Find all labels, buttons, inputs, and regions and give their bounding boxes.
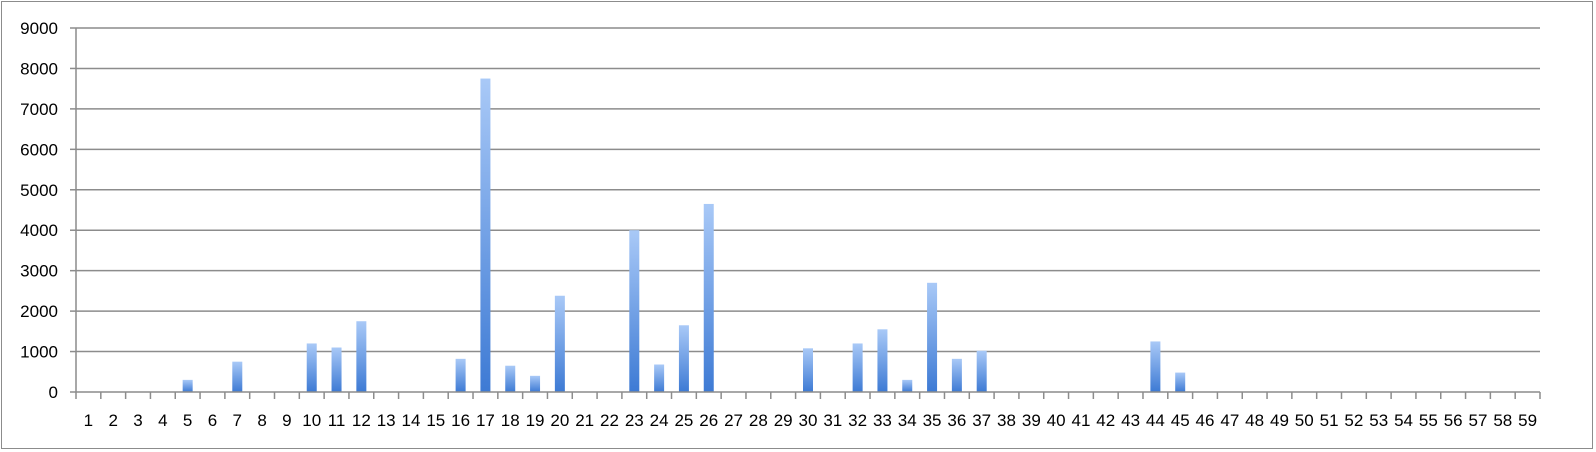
bar bbox=[554, 295, 565, 392]
x-tick-label: 40 bbox=[1047, 411, 1066, 430]
bar bbox=[976, 350, 987, 392]
x-tick-label: 7 bbox=[233, 411, 242, 430]
x-tick-label: 44 bbox=[1146, 411, 1165, 430]
x-tick-label: 20 bbox=[550, 411, 569, 430]
y-tick-label: 6000 bbox=[20, 140, 58, 159]
x-tick-label: 34 bbox=[898, 411, 917, 430]
y-tick-labels: 0 1000 2000 3000 4000 5000 6000 7000 8000 9000 bbox=[20, 19, 58, 402]
x-tick-label: 25 bbox=[674, 411, 693, 430]
x-tick-label: 17 bbox=[476, 411, 495, 430]
x-tick-label: 38 bbox=[997, 411, 1016, 430]
y-tick-label: 1000 bbox=[20, 343, 58, 362]
y-tick-label: 8000 bbox=[20, 59, 58, 78]
x-tick-label: 26 bbox=[699, 411, 718, 430]
x-tick-label: 37 bbox=[972, 411, 991, 430]
x-tick-label: 48 bbox=[1245, 411, 1264, 430]
x-tick-label: 14 bbox=[402, 411, 421, 430]
x-tick-label: 39 bbox=[1022, 411, 1041, 430]
x-tick-label: 11 bbox=[328, 411, 346, 430]
bar bbox=[902, 379, 913, 392]
x-tick-label: 35 bbox=[923, 411, 942, 430]
y-tick-label: 5000 bbox=[20, 181, 58, 200]
bar bbox=[455, 358, 466, 392]
gridlines bbox=[70, 27, 1540, 393]
x-tick-label: 30 bbox=[799, 411, 818, 430]
bar bbox=[951, 358, 962, 392]
x-tick-label: 24 bbox=[650, 411, 669, 430]
x-tick-label: 50 bbox=[1295, 411, 1314, 430]
x-tick-label: 8 bbox=[257, 411, 266, 430]
x-tick-label: 4 bbox=[158, 411, 167, 430]
bar bbox=[927, 282, 938, 392]
bar bbox=[877, 329, 888, 392]
y-tick-label: 0 bbox=[49, 383, 58, 402]
x-tick-label: 13 bbox=[377, 411, 396, 430]
x-tick-label: 9 bbox=[282, 411, 291, 430]
x-tick-label: 53 bbox=[1369, 411, 1388, 430]
bar bbox=[1175, 372, 1186, 392]
bar bbox=[232, 361, 243, 392]
x-tick-label: 22 bbox=[600, 411, 619, 430]
bar bbox=[331, 347, 342, 392]
x-tick-label: 52 bbox=[1344, 411, 1363, 430]
bar bbox=[852, 343, 863, 392]
bar bbox=[703, 203, 714, 392]
axes bbox=[75, 28, 1541, 399]
x-tick-label: 18 bbox=[501, 411, 520, 430]
x-tick-label: 3 bbox=[133, 411, 142, 430]
x-tick-label: 43 bbox=[1121, 411, 1140, 430]
x-tick-label: 45 bbox=[1171, 411, 1190, 430]
x-tick-label: 32 bbox=[848, 411, 867, 430]
x-tick-label: 41 bbox=[1071, 411, 1090, 430]
x-tick-label: 10 bbox=[302, 411, 321, 430]
bar bbox=[1150, 341, 1161, 392]
x-tick-label: 59 bbox=[1518, 411, 1537, 430]
x-tick-label: 47 bbox=[1220, 411, 1239, 430]
y-tick-label: 7000 bbox=[20, 100, 58, 119]
bars bbox=[182, 78, 1186, 393]
x-tick-labels: 1 2 3 4 5 6 7 8 9 10 11 12 13 14 15 16 17 18 19 20 21 22 23 24 2… bbox=[84, 411, 1537, 430]
bar bbox=[356, 321, 367, 392]
x-tick-label: 21 bbox=[575, 411, 594, 430]
x-tick-label: 15 bbox=[426, 411, 445, 430]
bar bbox=[803, 348, 813, 392]
x-tick-label: 23 bbox=[625, 411, 644, 430]
x-tick-label: 56 bbox=[1444, 411, 1463, 430]
x-tick-label: 31 bbox=[823, 411, 842, 430]
x-tick-label: 57 bbox=[1469, 411, 1488, 430]
bar bbox=[480, 78, 491, 393]
x-tick-label: 51 bbox=[1320, 411, 1339, 430]
bar bbox=[530, 375, 541, 392]
x-tick-label: 42 bbox=[1096, 411, 1115, 430]
y-tick-label: 3000 bbox=[20, 262, 58, 281]
bar bbox=[654, 364, 665, 392]
x-tick-label: 54 bbox=[1394, 411, 1413, 430]
x-tick-label: 55 bbox=[1419, 411, 1438, 430]
x-tick-label: 28 bbox=[749, 411, 768, 430]
x-tick-label: 19 bbox=[526, 411, 545, 430]
x-tick-label: 2 bbox=[108, 411, 117, 430]
bar bbox=[505, 365, 516, 392]
x-tick-label: 12 bbox=[352, 411, 371, 430]
x-tick-label: 49 bbox=[1270, 411, 1289, 430]
bar bbox=[629, 230, 640, 392]
y-tick-label: 4000 bbox=[20, 221, 58, 240]
x-tick-label: 16 bbox=[451, 411, 470, 430]
x-tick-label: 36 bbox=[947, 411, 966, 430]
y-tick-label: 9000 bbox=[20, 19, 58, 38]
x-tick-label: 29 bbox=[774, 411, 793, 430]
x-tick-label: 6 bbox=[208, 411, 217, 430]
y-tick-label: 2000 bbox=[20, 302, 58, 321]
x-tick-label: 33 bbox=[873, 411, 892, 430]
x-tick-label: 1 bbox=[84, 411, 93, 430]
x-tick-label: 5 bbox=[183, 411, 192, 430]
x-tick-label: 27 bbox=[724, 411, 743, 430]
bar bbox=[306, 343, 317, 392]
bar bbox=[182, 379, 193, 392]
bar bbox=[678, 325, 689, 392]
x-tick-label: 46 bbox=[1196, 411, 1215, 430]
x-tick-label: 58 bbox=[1493, 411, 1512, 430]
